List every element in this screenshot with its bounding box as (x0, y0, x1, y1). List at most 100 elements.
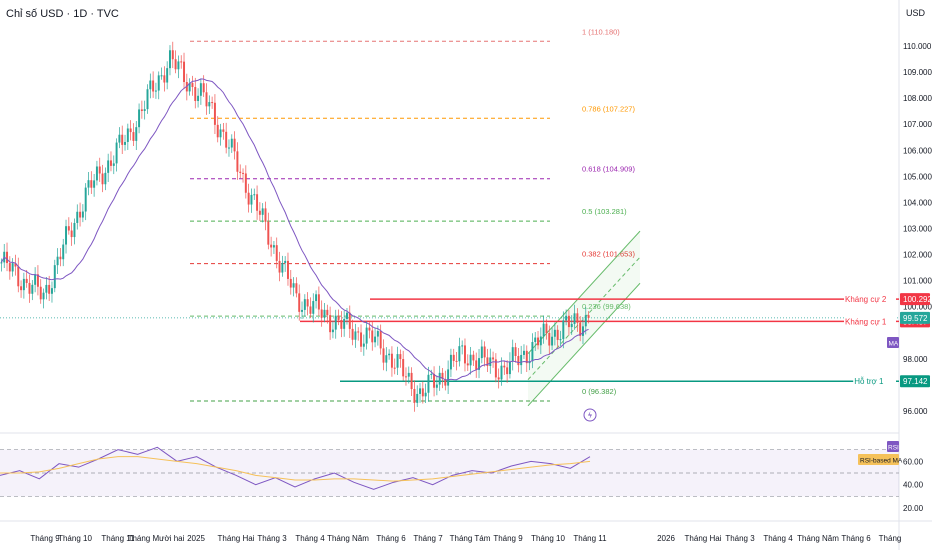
candle-body (447, 369, 450, 386)
candle-body (430, 373, 433, 375)
current-price-badge (900, 311, 930, 324)
candle-body (565, 315, 568, 321)
candle-body (242, 172, 245, 174)
ma-line (0, 78, 589, 381)
candle-body (267, 221, 270, 245)
candle-body (452, 354, 455, 361)
candle-body (107, 160, 110, 173)
candle-body (345, 312, 348, 319)
level-label: Hỗ trợ 1 (854, 377, 884, 386)
candle-body (559, 339, 562, 341)
rsi-ma-line (0, 456, 591, 482)
candle-body (410, 372, 413, 390)
candle-body (171, 50, 174, 60)
candle-body (256, 194, 259, 211)
candle-body (272, 245, 275, 248)
candle-body (357, 331, 360, 333)
candle-body (362, 343, 365, 347)
x-tick-label: Tháng 10 (58, 534, 92, 543)
rsi-badge-text: RSI (888, 445, 899, 452)
candle-body (376, 331, 379, 337)
candle-body (337, 315, 340, 321)
candle-body (233, 138, 236, 152)
candle-body (230, 138, 233, 148)
candle-body (236, 151, 239, 172)
candle-body (548, 333, 551, 346)
candle-body (317, 294, 320, 310)
candle-body (360, 332, 363, 347)
candle-body (109, 160, 112, 166)
level-price-text: 97.142 (903, 377, 928, 386)
fib-level-label: 0.236 (99.638) (582, 302, 631, 311)
candle-body (48, 284, 51, 294)
candle-body (250, 194, 253, 205)
y-tick-label: 109.000 (903, 68, 932, 77)
x-tick-label: Tháng 9 (493, 534, 523, 543)
x-tick-label: Tháng 4 (295, 534, 325, 543)
x-tick-label: Tháng Hai (218, 534, 255, 543)
candle-body (132, 132, 135, 141)
candle-body (149, 80, 152, 90)
candle-body (329, 315, 332, 333)
candle-body (6, 251, 9, 264)
candle-body (95, 166, 98, 181)
candle-body (50, 288, 53, 294)
candle-body (104, 172, 107, 185)
candle-body (211, 102, 214, 104)
candle-body (508, 361, 511, 375)
candle-body (275, 245, 278, 261)
candle-body (138, 109, 141, 128)
candle-body (20, 286, 23, 291)
candle-body (320, 309, 323, 318)
currency-label[interactable]: USD (906, 8, 926, 18)
candle-body (396, 354, 399, 368)
candle-body (472, 354, 475, 361)
candle-body (478, 358, 481, 370)
candle-body (497, 377, 500, 380)
candle-body (348, 312, 351, 329)
candle-body (494, 359, 497, 378)
candle-body (427, 374, 430, 393)
candle-body (197, 95, 200, 102)
x-tick-label: Tháng 7 (413, 534, 443, 543)
x-tick-label: Tháng Năm (327, 534, 369, 543)
candle-body (542, 323, 545, 337)
candle-body (8, 263, 11, 272)
candle-body (407, 372, 410, 377)
candle-body (253, 194, 256, 196)
ma-badge-text: MA (889, 341, 899, 348)
candle-body (79, 211, 82, 218)
candle-body (115, 142, 118, 164)
candle-body (135, 127, 138, 141)
candle-body (483, 346, 486, 358)
candle-body (188, 83, 191, 92)
candle-body (402, 359, 405, 377)
fib-level-label: 1 (110.180) (582, 27, 620, 36)
candle-body (393, 367, 396, 369)
y-tick-label: 107.000 (903, 120, 932, 129)
candle-body (368, 327, 371, 331)
rsi-tick-label: 60.00 (903, 457, 924, 466)
candle-body (553, 329, 556, 337)
candle-body (67, 226, 70, 231)
level-label-bg (853, 375, 896, 388)
candle-body (146, 89, 149, 110)
x-tick-label: Tháng 9 (30, 534, 60, 543)
candle-body (143, 109, 146, 111)
y-tick-label: 108.000 (903, 94, 932, 103)
candle-body (208, 102, 211, 107)
candle-body (126, 128, 129, 142)
candle-body (379, 331, 382, 349)
candle-body (399, 354, 402, 360)
x-tick-label: Tháng 3 (257, 534, 287, 543)
candle-body (312, 301, 315, 314)
candle-body (570, 323, 573, 328)
x-tick-label: Tháng 6 (376, 534, 406, 543)
level-label: Kháng cự 1 (845, 317, 887, 326)
rsi-pane[interactable]: 60.00 40.00 20.00 RSI RSI-based MA (0, 441, 924, 513)
y-tick-label: 106.000 (903, 146, 932, 155)
y-tick-label: 98.000 (903, 355, 928, 364)
price-pane[interactable]: 110.000 109.000 108.000 107.000 106.000 105.0… (0, 27, 932, 422)
